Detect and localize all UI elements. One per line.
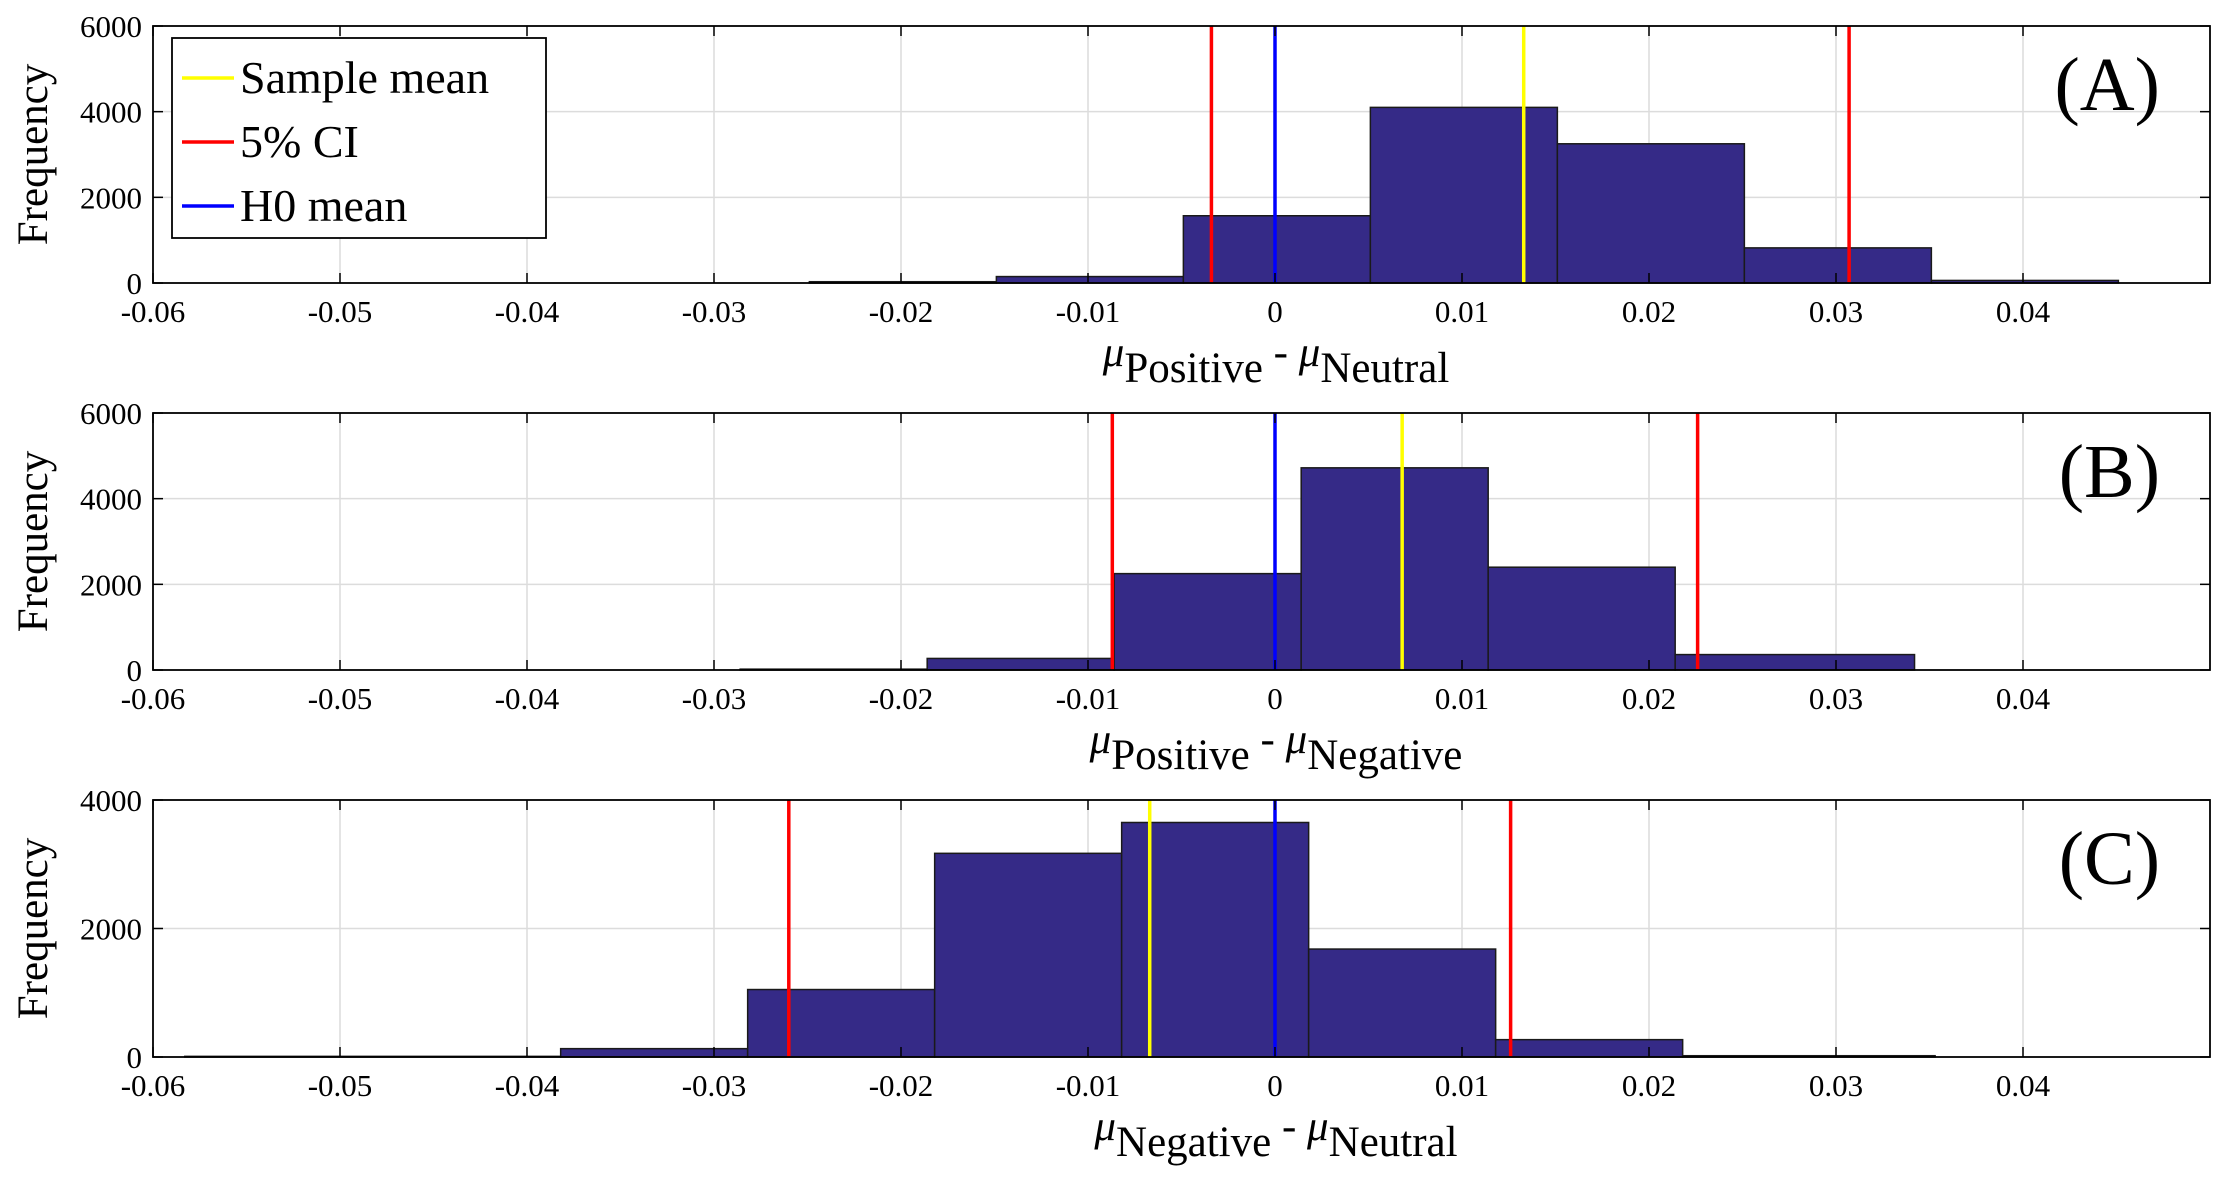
x-tick-label: -0.04	[495, 1068, 560, 1103]
histogram-bar	[1494, 1038, 1684, 1058]
x-tick-label: -0.05	[308, 681, 373, 716]
x-tick-label: 0.02	[1622, 681, 1676, 716]
y-tick-label: 0	[127, 653, 143, 688]
histogram-bar	[926, 657, 1115, 671]
legend-box	[171, 37, 547, 239]
axes-box	[152, 25, 2211, 284]
panel-c: -0.06 -0.05 -0.04 -0.03 -0.02 -0.01 0 0.01 0.02 0…	[10, 783, 2211, 1166]
histogram-bar	[1300, 467, 1489, 671]
x-axis-label: μPositive - μNegative	[1089, 716, 1463, 779]
histogram-bar	[559, 1047, 749, 1058]
x-tick-label: 0.03	[1809, 294, 1863, 329]
x-tick-label: -0.02	[869, 681, 934, 716]
x-tick-label: 0	[1267, 681, 1283, 716]
x-tick-label: 0.01	[1435, 1068, 1489, 1103]
axes-box	[152, 412, 2211, 671]
x-tick-label: 0.04	[1996, 294, 2051, 329]
y-tick-label: 0	[127, 266, 143, 301]
x-tick-label: 0.04	[1996, 681, 2051, 716]
x-tick-label: -0.06	[121, 681, 186, 716]
legend-label: H0 mean	[240, 180, 407, 231]
x-tick-label: -0.02	[869, 1068, 934, 1103]
panel-label: (A)	[2054, 43, 2160, 127]
y-tick-label: 4000	[80, 783, 142, 818]
panel-label: (B)	[2059, 430, 2160, 514]
legend-label: Sample mean	[240, 52, 489, 103]
x-tick-label: 0.03	[1809, 681, 1863, 716]
x-tick-label: 0.02	[1622, 1068, 1676, 1103]
y-axis-label: Frequency	[10, 450, 57, 632]
x-tick-label: 0	[1267, 1068, 1283, 1103]
histogram-bar	[1120, 821, 1310, 1058]
y-tick-label: 6000	[80, 9, 142, 44]
y-tick-label: 0	[127, 1040, 143, 1075]
histogram-bar	[1113, 572, 1302, 671]
x-tick-label: -0.04	[495, 294, 560, 329]
x-axis-label: μNegative - μNeutral	[1093, 1103, 1457, 1166]
y-tick-label: 4000	[80, 95, 142, 130]
panel-b: -0.06 -0.05 -0.04 -0.03 -0.02 -0.01 0 0.01 0.02 0…	[10, 396, 2211, 779]
x-tick-label: -0.01	[1056, 1068, 1121, 1103]
histogram-bar	[933, 852, 1123, 1058]
y-axis-label: Frequency	[10, 837, 57, 1019]
x-tick-label: -0.02	[869, 294, 934, 329]
x-tick-label: -0.01	[1056, 681, 1121, 716]
legend-label: 5% CI	[240, 116, 359, 167]
histogram-bar	[1674, 653, 1916, 671]
legend: Sample mean 5% CI H0 mean	[171, 37, 547, 239]
x-tick-label: -0.06	[121, 1068, 186, 1103]
histogram-bar	[1556, 143, 1746, 284]
x-tick-label: -0.01	[1056, 294, 1121, 329]
panel-a: -0.06 -0.05 -0.04 -0.03 -0.02 -0.01 0 0.01 0.02 0…	[10, 9, 2211, 392]
x-tick-label: 0.02	[1622, 294, 1676, 329]
histogram-bar	[1182, 215, 1372, 284]
x-tick-label: -0.03	[682, 294, 747, 329]
histogram-bar	[1369, 106, 1559, 284]
histogram-bar	[1307, 948, 1497, 1058]
histogram-bar	[1487, 566, 1676, 671]
panel-label: (C)	[2059, 817, 2160, 901]
x-tick-label: -0.05	[308, 1068, 373, 1103]
histogram-bar	[746, 988, 936, 1058]
x-tick-label: -0.06	[121, 294, 186, 329]
x-tick-label: -0.05	[308, 294, 373, 329]
x-axis-label: μPositive - μNeutral	[1102, 329, 1450, 392]
y-tick-label: 4000	[80, 482, 142, 517]
histogram-bar	[995, 275, 1185, 284]
histogram-bar	[1743, 247, 1933, 284]
y-axis-label: Frequency	[10, 63, 57, 245]
x-tick-label: 0	[1267, 294, 1283, 329]
y-tick-label: 2000	[80, 567, 142, 602]
y-tick-label: 2000	[80, 912, 142, 947]
y-tick-label: 6000	[80, 396, 142, 431]
y-tick-label: 2000	[80, 180, 142, 215]
x-tick-label: -0.04	[495, 681, 560, 716]
x-tick-label: -0.03	[682, 1068, 747, 1103]
x-tick-label: 0.04	[1996, 1068, 2051, 1103]
x-tick-label: 0.03	[1809, 1068, 1863, 1103]
x-tick-label: -0.03	[682, 681, 747, 716]
x-tick-label: 0.01	[1435, 681, 1489, 716]
x-tick-label: 0.01	[1435, 294, 1489, 329]
